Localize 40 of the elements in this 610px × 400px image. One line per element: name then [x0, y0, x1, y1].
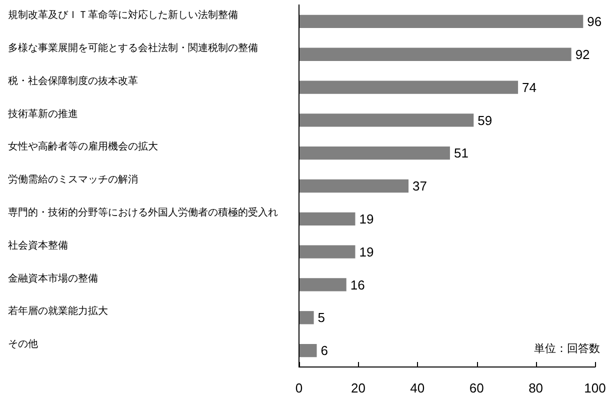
bar — [300, 114, 474, 127]
data-label: 37 — [412, 178, 427, 194]
y-tick-label: 社会資本整備 — [8, 239, 68, 252]
bar — [300, 212, 356, 226]
bar — [300, 311, 314, 324]
y-tick-label: その他 — [8, 338, 38, 350]
y-tick-label: 税・社会保障制度の抜本改革 — [8, 74, 138, 87]
data-label: 74 — [522, 80, 537, 95]
data-label: 96 — [587, 14, 602, 30]
y-tick-label: 技術革新の推進 — [7, 108, 78, 120]
x-tick-label: 40 — [410, 380, 425, 396]
data-label: 6 — [320, 343, 328, 358]
bar — [300, 146, 450, 160]
y-tick-label: 若年層の就業能力拡大 — [8, 305, 108, 318]
x-tick-label: 0 — [295, 380, 303, 396]
data-label: 92 — [575, 46, 590, 62]
x-tick-label: 100 — [584, 380, 606, 396]
y-tick-label: 多様な事業展開を可能とする会社法制・関連税制の整備 — [8, 42, 258, 54]
bar — [300, 344, 317, 358]
bar — [300, 14, 584, 28]
x-tick-label: 80 — [528, 380, 544, 396]
data-label: 16 — [350, 277, 365, 292]
bar — [300, 278, 346, 292]
data-label: 19 — [359, 244, 374, 260]
bar — [300, 80, 518, 94]
y-tick-label: 金融資本市場の整備 — [8, 272, 98, 284]
y-tick-label: 女性や高齢者等の雇用機会の拡大 — [8, 140, 158, 153]
x-tick-label: 60 — [469, 380, 484, 396]
data-label: 51 — [454, 146, 468, 161]
bar — [300, 245, 356, 258]
data-label: 5 — [318, 310, 326, 326]
y-tick-label: 労働需給のミスマッチの解消 — [8, 174, 138, 186]
bar — [300, 179, 409, 193]
y-tick-label: 規制改革及びＩＴ革命等に対応した新しい法制整備 — [8, 9, 238, 22]
bar — [300, 48, 572, 61]
x-tick-label: 20 — [350, 380, 366, 396]
annotation: 単位：回答数 — [534, 342, 600, 355]
data-label: 59 — [478, 112, 492, 128]
y-tick-label: 専門的・技術的分野等における外国人労働者の積極的受入れ — [8, 206, 278, 219]
data-label: 19 — [359, 211, 374, 226]
